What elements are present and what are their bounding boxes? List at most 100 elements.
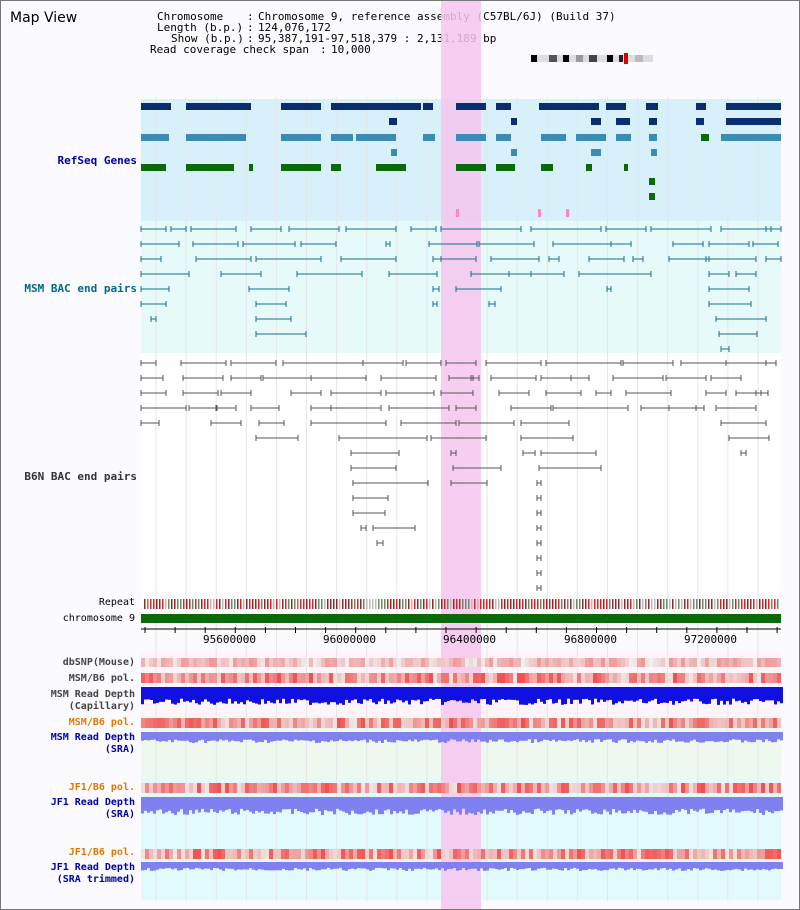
msm-depth-sra (687, 732, 690, 743)
jf1-depth-sra-trimmed (396, 862, 399, 870)
msm-depth-capillary (237, 687, 240, 704)
jf1-b6-pol-heat-2 (381, 849, 385, 859)
msm-depth-capillary (246, 687, 249, 701)
msm-b6-pol-heat (641, 673, 645, 683)
jf1-b6-pol-heat (577, 783, 581, 793)
msm-b6-pol-heat (273, 673, 277, 683)
jf1-depth-sra (489, 797, 492, 812)
msm-depth-capillary (702, 687, 705, 704)
msm-depth-sra (219, 732, 222, 740)
msm-depth-sra (564, 732, 567, 742)
msm-depth-sra (480, 732, 483, 742)
jf1-b6-pol-heat (169, 783, 173, 793)
jf1-b6-pol-heat (361, 783, 365, 793)
msm-depth-sra (684, 732, 687, 743)
jf1-depth-sra-trimmed (294, 862, 297, 868)
msm-depth-sra (300, 732, 303, 741)
dbsnp-heat (201, 658, 205, 667)
msm-depth-capillary (597, 687, 600, 703)
jf1-b6-pol-heat-2 (173, 849, 177, 859)
msm-b6-pol-heat (453, 673, 457, 683)
jf1-depth-sra-trimmed (399, 862, 402, 868)
msm-depth-capillary (600, 687, 603, 700)
msm-b6-pol-heat (589, 673, 593, 683)
msm-b6-pol-heat (657, 673, 661, 683)
repeat-mark (663, 599, 665, 609)
msm-depth-capillary (378, 687, 381, 702)
repeat-mark (552, 599, 554, 609)
jf1-depth-sra (231, 797, 234, 814)
jf1-depth-sra (240, 797, 243, 809)
msm-depth-sra (576, 732, 579, 740)
msm-depth-sra (582, 732, 585, 741)
jf1-depth-sra (621, 797, 624, 814)
jf1-b6-pol-heat-2 (249, 849, 253, 859)
dbsnp-heat (649, 658, 653, 667)
dbsnp-heat (221, 658, 225, 667)
jf1-depth-sra (558, 797, 561, 810)
dbsnp-heat (761, 658, 765, 667)
jf1-b6-pol-heat (753, 783, 757, 793)
repeat-mark (387, 599, 389, 609)
dbsnp-heat (453, 658, 457, 667)
jf1-depth-sra-trimmed (177, 862, 180, 871)
jf1-depth-sra (165, 797, 168, 813)
jf1-depth-sra (495, 797, 498, 811)
dbsnp-heat (669, 658, 673, 667)
repeat-mark (525, 599, 527, 609)
msm-depth-capillary (285, 687, 288, 704)
jf1-depth-sra-trimmed (276, 862, 279, 871)
msm-b6-pol-heat (281, 673, 285, 683)
dbsnp-heat (721, 658, 725, 667)
repeat-mark (690, 599, 692, 609)
jf1-b6-pol-heat (773, 783, 777, 793)
msm-b6-pol-heat (553, 673, 557, 683)
msm-b6-pol-heat (757, 673, 761, 683)
msm-depth-sra (534, 732, 537, 740)
jf1-b6-pol-heat (349, 783, 353, 793)
repeat-mark (258, 599, 260, 609)
repeat-mark (516, 599, 518, 609)
jf1-depth-sra (582, 797, 585, 810)
msm-depth-capillary (489, 687, 492, 705)
msm-depth-sra (522, 732, 525, 741)
msm-depth-sra (561, 732, 564, 741)
msm-depth-sra (474, 732, 477, 742)
repeat-mark (294, 599, 296, 609)
jf1-b6-pol-heat-2 (493, 849, 497, 859)
dbsnp-heat (145, 658, 149, 667)
msm-depth-sra (372, 732, 375, 742)
jf1-b6-pol-heat-2 (589, 849, 593, 859)
msm-b6-pol-heat-2 (713, 718, 717, 728)
jf1-b6-pol-heat-2 (373, 849, 377, 859)
msm-b6-pol-heat-2 (337, 718, 341, 728)
jf1-b6-pol-heat (381, 783, 385, 793)
jf1-b6-pol-heat-2 (225, 849, 229, 859)
jf1-depth-sra (390, 797, 393, 815)
jf1-b6-pol-heat (777, 783, 781, 793)
jf1-b6-pol-heat (729, 783, 733, 793)
repeat-mark (150, 599, 152, 609)
msm-b6-pol-heat-2 (373, 718, 377, 728)
msm-b6-pol-heat (457, 673, 461, 683)
jf1-depth-sra-trimmed (198, 862, 201, 869)
dbsnp-heat (505, 658, 509, 667)
jf1-depth-sra (564, 797, 567, 814)
jf1-depth-sra (657, 797, 660, 815)
jf1-depth-sra (195, 797, 198, 810)
jf1-depth-sra (381, 797, 384, 815)
msm-depth-capillary (546, 687, 549, 700)
jf1-depth-sra (417, 797, 420, 814)
dbsnp-heat (433, 658, 437, 667)
jf1-b6-pol-heat (213, 783, 217, 793)
msm-depth-capillary (627, 687, 630, 701)
jf1-b6-pol-heat-2 (237, 849, 241, 859)
jf1-b6-pol-heat-2 (361, 849, 365, 859)
msm-depth-sra (375, 732, 378, 743)
dbsnp-heat (437, 658, 441, 667)
track-label-jf1-b6-pol-1: JF1/B6 pol. (68, 782, 135, 793)
msm-b6-pol-heat (213, 673, 217, 683)
repeat-mark (474, 599, 476, 609)
jf1-depth-sra (219, 797, 222, 811)
